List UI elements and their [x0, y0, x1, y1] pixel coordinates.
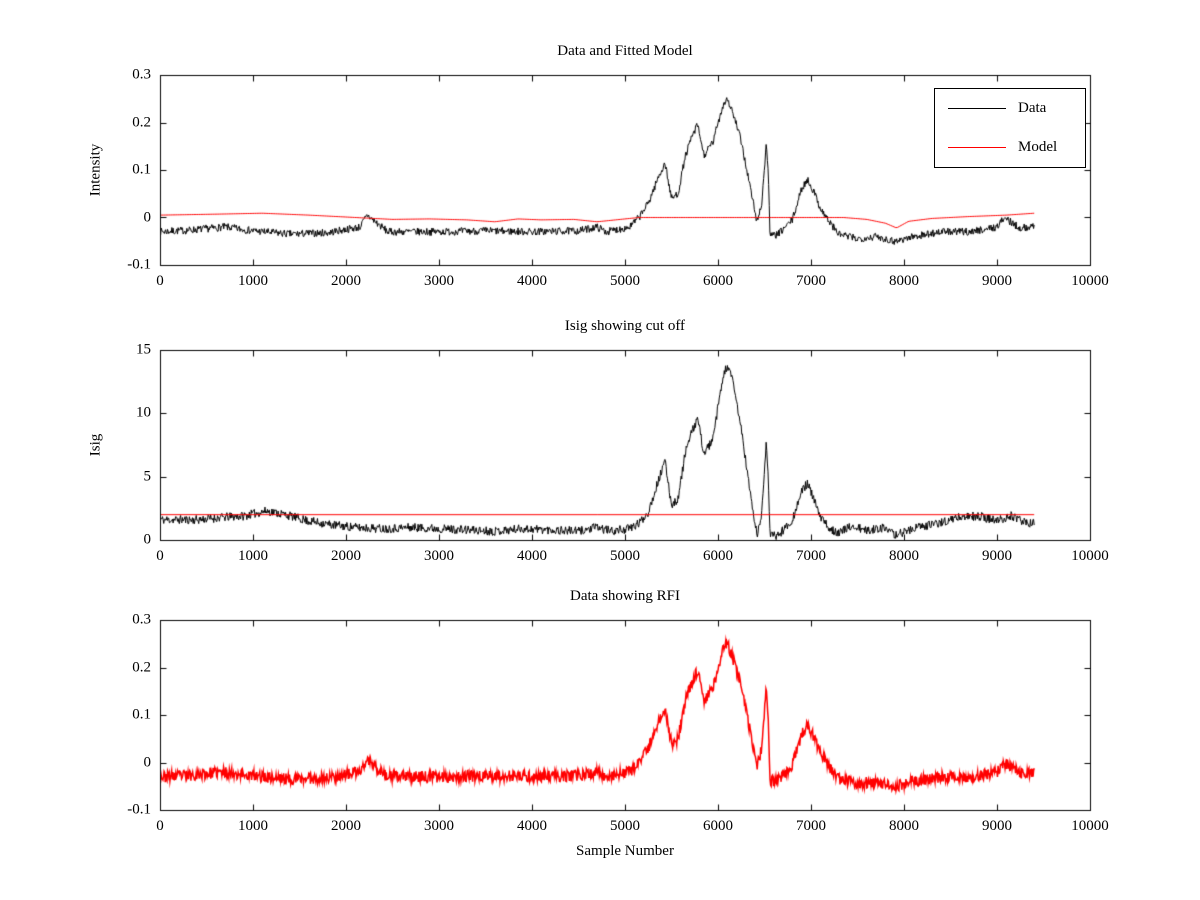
- legend-line-sample-data: [948, 108, 1006, 109]
- legend-entry-model: Model: [935, 128, 1085, 167]
- legend-entry-data: Data: [935, 89, 1085, 128]
- legend-line-sample-model: [948, 147, 1006, 148]
- legend-label-model: Model: [1018, 139, 1058, 155]
- legend-label-data: Data: [1018, 100, 1047, 116]
- legend: Data Model: [934, 88, 1086, 168]
